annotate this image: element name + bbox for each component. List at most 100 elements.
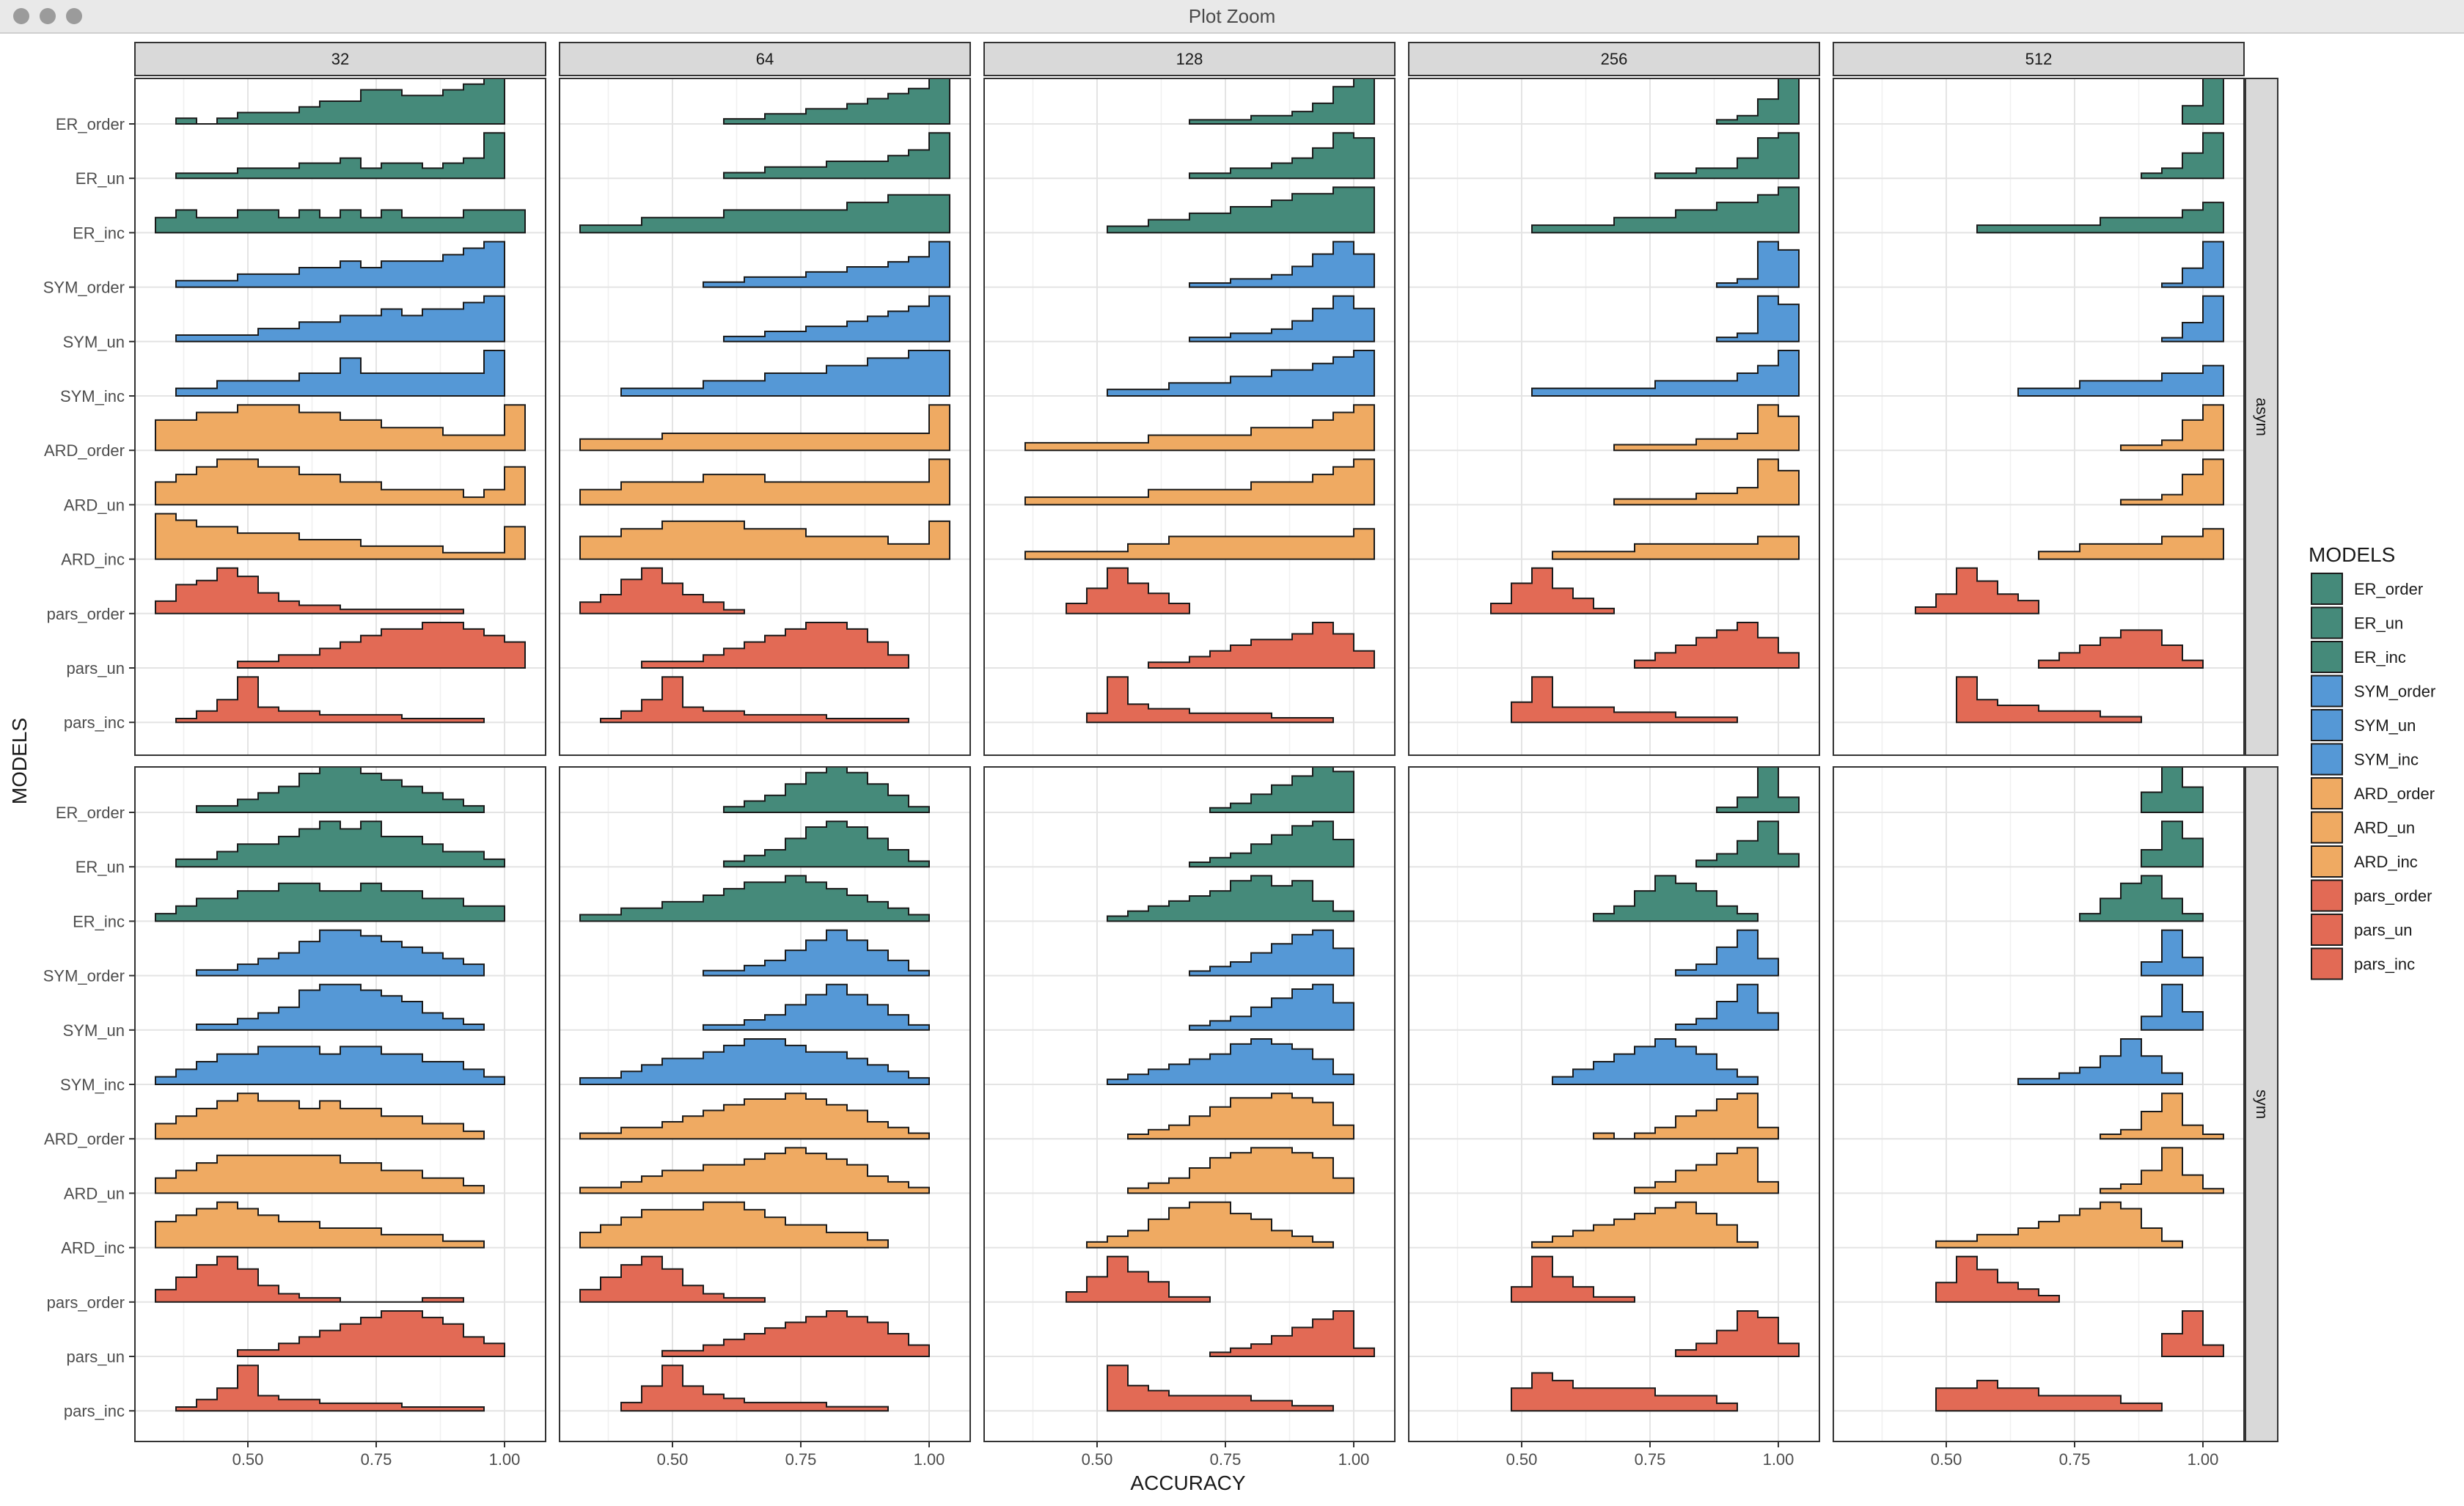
histogram-SYM_inc (579, 1038, 930, 1085)
y-axis-title: MODELS (8, 718, 31, 804)
panel-border (983, 78, 1396, 756)
col-strip-label-32: 32 (331, 50, 349, 68)
legend-key-pars_un (2311, 914, 2343, 946)
histogram-pars_order (579, 1255, 766, 1303)
histogram-SYM_inc (620, 350, 950, 397)
histogram-ER_un (1654, 132, 1800, 180)
histogram-pars_inc (1511, 1372, 1738, 1412)
zoom-window-button[interactable] (66, 8, 82, 24)
histogram-pars_order (1490, 567, 1615, 614)
y-tick-label-SYM_un: SYM_un (63, 1021, 125, 1040)
histogram-SYM_inc (1531, 350, 1800, 397)
histogram-SYM_inc (1107, 350, 1375, 397)
legend-title: MODELS (2309, 543, 2395, 566)
histogram-SYM_order (1189, 240, 1375, 288)
y-tick-label-pars_inc: pars_inc (64, 713, 125, 732)
y-tick-label-ARD_un: ARD_un (64, 1184, 125, 1202)
histogram-ARD_order (155, 404, 526, 452)
histogram-ER_un (175, 820, 505, 868)
legend-key-ARD_order (2311, 777, 2343, 809)
histogram-ER_un (2141, 820, 2204, 868)
histogram-pars_un (1148, 622, 1375, 669)
panel-border (1408, 766, 1820, 1442)
histogram-pars_inc (175, 1364, 485, 1412)
histogram-pars_inc (1956, 676, 2142, 724)
histogram-ARD_order (2100, 1092, 2224, 1140)
legend-label-SYM_order: SYM_order (2354, 683, 2435, 701)
histogram-SYM_un (703, 983, 930, 1031)
histogram-SYM_order (703, 929, 930, 977)
legend-label-ER_order: ER_order (2354, 580, 2423, 598)
histogram-SYM_order (2141, 929, 2204, 977)
legend-key-ARD_inc (2311, 845, 2343, 878)
histogram-pars_order (579, 567, 745, 614)
panel-border (1408, 78, 1820, 756)
y-tick-label-ER_un: ER_un (76, 858, 125, 876)
y-tick-label-SYM_order: SYM_order (43, 967, 125, 985)
legend-key-SYM_inc (2311, 743, 2343, 776)
histogram-SYM_inc (1107, 1038, 1354, 1085)
col-strip-label-512: 512 (2025, 50, 2053, 68)
histogram-ER_un (1189, 132, 1375, 180)
histogram-SYM_order (196, 929, 485, 977)
x-tick-label: 0.75 (2059, 1450, 2091, 1469)
histogram-pars_order (1066, 1255, 1211, 1303)
x-tick-label: 1.00 (2188, 1450, 2219, 1469)
y-tick-label-pars_order: pars_order (47, 1293, 125, 1312)
histogram-ER_order (175, 78, 505, 125)
histogram-ARD_un (1024, 458, 1375, 506)
legend-label-ARD_order: ARD_order (2354, 785, 2435, 803)
y-tick-label-pars_order: pars_order (47, 605, 125, 623)
histogram-ARD_un (1634, 1147, 1779, 1194)
legend-label-pars_un: pars_un (2354, 921, 2413, 939)
histogram-SYM_un (1189, 983, 1354, 1031)
histogram-SYM_un (175, 295, 505, 342)
minimize-window-button[interactable] (40, 8, 56, 24)
histogram-SYM_order (175, 240, 505, 288)
histogram-pars_un (1634, 622, 1800, 669)
histogram-ER_order (1209, 766, 1354, 813)
histogram-pars_un (661, 1310, 930, 1357)
histogram-SYM_inc (2017, 1038, 2183, 1085)
histogram-ARD_un (2120, 458, 2224, 506)
histogram-ER_inc (1107, 875, 1354, 922)
histogram-SYM_order (1675, 929, 1779, 977)
histogram-ARD_un (579, 1147, 930, 1194)
y-tick-label-ARD_order: ARD_order (44, 441, 125, 460)
y-tick-label-ER_inc: ER_inc (73, 912, 125, 930)
close-window-button[interactable] (13, 8, 29, 24)
histogram-ARD_inc (2038, 528, 2224, 560)
histogram-pars_un (2038, 629, 2204, 669)
histogram-ER_inc (1531, 186, 1800, 234)
histogram-pars_un (641, 622, 909, 669)
y-tick-label-SYM_un: SYM_un (63, 333, 125, 351)
histogram-ER_inc (579, 875, 930, 922)
histogram-pars_inc (175, 676, 485, 724)
histogram-SYM_un (723, 295, 950, 342)
histogram-ARD_order (579, 404, 950, 452)
histogram-ARD_order (2120, 404, 2224, 452)
histogram-ARD_inc (155, 513, 526, 560)
col-strip-label-128: 128 (1176, 50, 1203, 68)
histogram-SYM_un (2141, 983, 2204, 1031)
panel-border (1833, 78, 2245, 756)
panel-bg (1833, 78, 2244, 755)
histogram-ER_inc (155, 882, 505, 922)
histogram-pars_inc (1935, 1379, 2163, 1412)
faceted-histogram-chart: 32 64 128 256 512 asym sym ER_order ER_un ER_inc S… (8, 42, 2435, 1494)
x-tick-label: 1.00 (1763, 1450, 1794, 1469)
histogram-pars_un (1209, 1310, 1375, 1357)
histogram-pars_un (1675, 1310, 1800, 1357)
y-tick-label-pars_un: pars_un (66, 1348, 125, 1366)
histogram-ER_un (1189, 820, 1354, 868)
y-tick-label-ARD_inc: ARD_inc (61, 1239, 125, 1257)
legend-key-SYM_order (2311, 675, 2343, 708)
legend-key-ER_un (2311, 606, 2343, 639)
legend-label-SYM_inc: SYM_inc (2354, 751, 2419, 769)
window-titlebar: Plot Zoom (0, 0, 2464, 34)
x-tick-label: 0.75 (361, 1450, 392, 1469)
y-tick-label-ARD_un: ARD_un (64, 496, 125, 514)
x-axis-title: ACCURACY (1130, 1472, 1245, 1494)
legend-label-ER_inc: ER_inc (2354, 648, 2406, 666)
histogram-pars_un (2161, 1310, 2224, 1357)
